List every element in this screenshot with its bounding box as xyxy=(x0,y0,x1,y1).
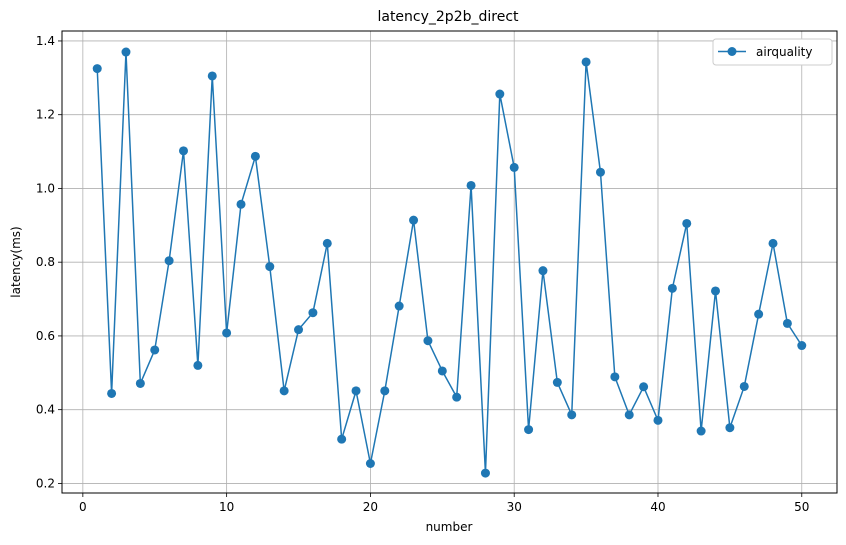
data-point xyxy=(610,372,620,382)
data-point xyxy=(236,199,246,209)
data-point xyxy=(524,425,534,435)
x-tick-label: 30 xyxy=(507,500,522,514)
data-point xyxy=(754,309,764,319)
data-point xyxy=(509,162,519,172)
y-axis-title: latency(ms) xyxy=(9,226,23,297)
data-point xyxy=(423,336,433,346)
data-point xyxy=(739,381,749,391)
grid-lines xyxy=(62,31,837,493)
data-point xyxy=(178,146,188,156)
x-tick-label: 40 xyxy=(650,500,665,514)
data-point xyxy=(495,89,505,99)
y-axis: 0.2 0.4 0.6 0.8 1.0 1.2 1.4 xyxy=(36,34,62,490)
data-point xyxy=(265,262,275,272)
data-point xyxy=(207,71,217,81)
data-point xyxy=(711,286,721,296)
y-tick-label: 0.8 xyxy=(36,255,55,269)
data-point xyxy=(682,218,692,228)
data-point xyxy=(797,341,807,351)
data-point xyxy=(624,410,634,420)
chart-title: latency_2p2b_direct xyxy=(377,9,519,25)
data-point xyxy=(279,386,289,396)
data-point xyxy=(193,360,203,370)
series-line-airquality xyxy=(96,51,803,474)
data-point xyxy=(107,388,117,398)
data-point xyxy=(768,238,778,248)
y-tick-label: 1.0 xyxy=(36,181,55,195)
data-point xyxy=(222,328,232,338)
data-point xyxy=(696,426,706,436)
data-point xyxy=(394,301,404,311)
data-point xyxy=(380,386,390,396)
data-point xyxy=(567,410,577,420)
x-axis-title: number xyxy=(426,520,473,534)
y-tick-label: 0.2 xyxy=(36,476,55,490)
data-point xyxy=(437,366,447,376)
data-point xyxy=(135,378,145,388)
x-tick-label: 20 xyxy=(363,500,378,514)
data-point xyxy=(121,47,131,57)
x-tick-label: 0 xyxy=(79,500,87,514)
data-point xyxy=(409,215,419,225)
legend-marker-airquality xyxy=(727,47,737,56)
data-point xyxy=(308,308,318,318)
data-point xyxy=(595,167,605,177)
data-point xyxy=(92,64,102,74)
data-point xyxy=(250,151,260,161)
data-point xyxy=(639,382,649,392)
y-tick-label: 0.6 xyxy=(36,329,55,343)
data-point xyxy=(552,377,562,387)
data-point xyxy=(653,415,663,425)
y-tick-label: 1.4 xyxy=(36,34,55,48)
x-tick-label: 10 xyxy=(219,500,234,514)
data-point xyxy=(667,283,677,293)
x-tick-label: 50 xyxy=(794,500,809,514)
data-point xyxy=(480,468,490,478)
data-point xyxy=(538,266,548,276)
y-tick-label: 1.2 xyxy=(36,108,55,122)
data-point xyxy=(164,256,174,266)
data-point xyxy=(337,434,347,444)
x-axis: 0 10 20 30 40 50 xyxy=(79,493,809,514)
series-layer xyxy=(92,47,807,478)
legend: airquality xyxy=(712,38,833,66)
data-point xyxy=(365,459,375,469)
data-point xyxy=(322,238,332,248)
data-point xyxy=(150,345,160,355)
data-point xyxy=(782,318,792,328)
data-point xyxy=(466,180,476,190)
data-point xyxy=(351,386,361,396)
legend-box xyxy=(712,38,833,66)
legend-label-airquality: airquality xyxy=(756,45,812,59)
data-point xyxy=(725,423,735,433)
data-point xyxy=(581,57,591,67)
data-point xyxy=(452,392,462,402)
y-tick-label: 0.4 xyxy=(36,403,55,417)
data-point xyxy=(294,325,304,335)
